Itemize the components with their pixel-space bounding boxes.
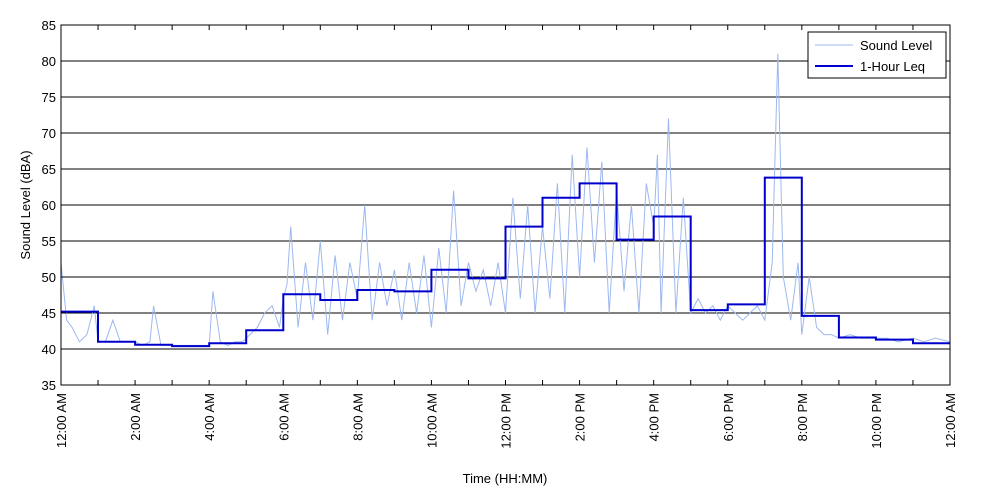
x-tick-label: 6:00 AM [276,393,291,441]
x-tick-label: 10:00 PM [869,393,884,449]
y-tick-label: 75 [42,90,56,105]
y-axis-ticks: 35 40 45 50 55 60 65 70 75 80 85 [42,18,950,393]
leq-series [61,176,950,348]
y-tick-label: 60 [42,198,56,213]
legend: Sound Level 1-Hour Leq [807,31,947,79]
x-tick-label: 8:00 AM [350,393,365,441]
leq-step-line [61,176,950,348]
x-tick-label: 10:00 AM [424,393,439,448]
x-tick-label: 4:00 PM [647,393,662,441]
legend-label-leq: 1-Hour Leq [860,59,925,74]
x-axis-label: Time (HH:MM) [463,471,548,486]
legend-label-sound-level: Sound Level [860,38,932,53]
x-axis-ticks: 12:00 AM 2:00 AM 4:00 AM 6:00 AM 8:00 AM 10:0… [54,25,958,449]
x-tick-label: 6:00 PM [721,393,736,441]
y-tick-label: 45 [42,306,56,321]
y-tick-label: 55 [42,234,56,249]
x-tick-label: 2:00 AM [128,393,143,441]
x-tick-label: 4:00 AM [202,393,217,441]
y-axis-label: Sound Level (dBA) [18,150,33,259]
x-tick-label: 8:00 PM [795,393,810,441]
x-tick-label: 2:00 PM [573,393,588,441]
y-tick-label: 85 [42,18,56,33]
x-tick-label: 12:00 PM [499,393,514,449]
y-tick-label: 80 [42,54,56,69]
legend-box [807,31,947,79]
y-tick-label: 50 [42,270,56,285]
y-tick-label: 40 [42,342,56,357]
y-tick-label: 70 [42,126,56,141]
y-tick-label: 35 [42,378,56,393]
x-tick-label: 12:00 AM [54,393,69,448]
y-tick-label: 65 [42,162,56,177]
x-tick-label: 12:00 AM [943,393,958,448]
